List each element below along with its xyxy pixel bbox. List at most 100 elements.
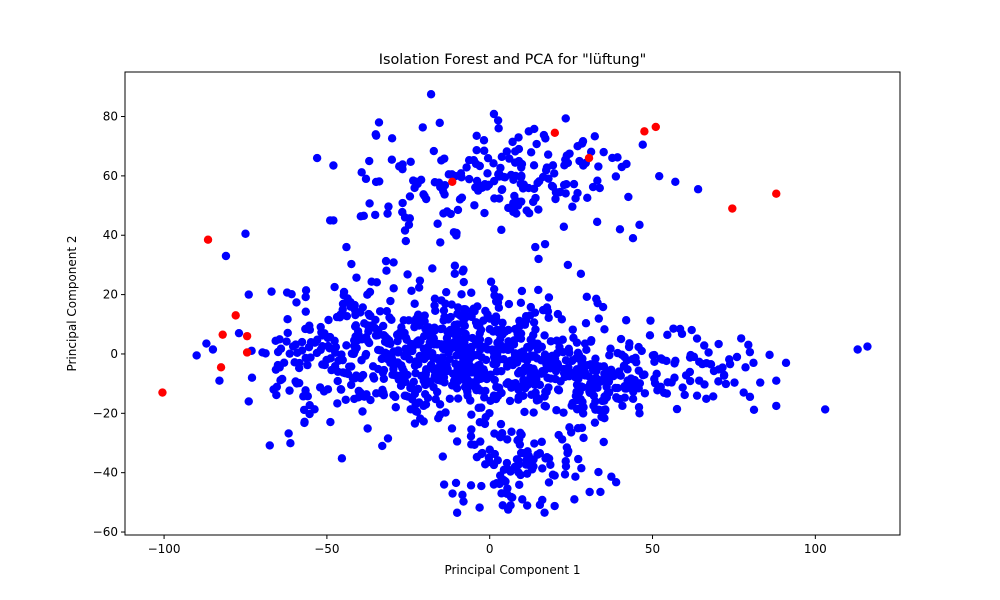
inlier-point — [357, 168, 366, 177]
inlier-point — [346, 302, 355, 311]
inlier-point — [443, 327, 452, 337]
inlier-point — [518, 495, 527, 504]
inlier-point — [543, 150, 553, 159]
inlier-point — [412, 317, 421, 326]
inlier-point — [511, 202, 520, 211]
inlier-point — [497, 185, 507, 194]
inlier-point — [517, 159, 527, 169]
inlier-point — [354, 393, 363, 402]
inlier-point — [581, 319, 591, 328]
inlier-point — [520, 407, 529, 417]
inlier-point — [564, 363, 573, 372]
inlier-point — [612, 393, 621, 402]
inlier-point — [285, 386, 294, 395]
y-tick-label: −20 — [93, 406, 118, 420]
inlier-point — [508, 493, 517, 502]
inlier-point — [574, 454, 583, 464]
inlier-point — [588, 365, 598, 375]
plot-frame — [124, 71, 901, 536]
inlier-point — [481, 460, 490, 469]
inlier-point — [389, 284, 398, 293]
inlier-point — [613, 153, 622, 162]
inlier-point — [305, 321, 314, 330]
inlier-point — [329, 216, 338, 225]
inlier-point — [275, 335, 284, 344]
inlier-point — [465, 361, 474, 370]
inlier-point — [561, 189, 570, 198]
inlier-point — [542, 360, 551, 369]
inlier-point — [591, 354, 600, 363]
inlier-point — [459, 497, 468, 506]
inlier-point — [570, 495, 579, 504]
inlier-point — [347, 362, 356, 371]
inlier-point — [441, 408, 450, 417]
inlier-point — [522, 501, 532, 510]
inlier-point — [603, 389, 612, 398]
inlier-point — [391, 392, 400, 402]
inlier-point — [693, 185, 703, 194]
inlier-point — [475, 503, 484, 512]
inlier-point — [622, 356, 632, 365]
inlier-point — [419, 354, 428, 363]
inlier-point — [745, 347, 755, 357]
inlier-point — [514, 392, 523, 402]
inlier-point — [580, 371, 590, 380]
inlier-point — [546, 460, 555, 469]
inlier-point — [493, 391, 503, 401]
inlier-point — [442, 207, 452, 216]
inlier-point — [438, 452, 448, 461]
x-axis-title: Principal Component 1 — [444, 563, 580, 577]
inlier-point — [765, 350, 774, 360]
inlier-point — [544, 293, 554, 302]
inlier-point — [292, 298, 301, 307]
inlier-point — [569, 179, 579, 189]
inlier-point — [663, 378, 672, 387]
inlier-point — [463, 346, 473, 356]
inlier-point — [529, 161, 539, 170]
inlier-point — [323, 385, 333, 394]
inlier-point — [559, 408, 568, 417]
inlier-point — [282, 337, 291, 346]
inlier-point — [529, 318, 539, 327]
inlier-point — [410, 419, 420, 428]
inlier-point — [315, 383, 325, 392]
inlier-point — [507, 427, 516, 436]
inlier-point — [484, 336, 493, 346]
inlier-point — [514, 133, 523, 142]
inlier-point — [292, 379, 301, 388]
inlier-point — [459, 314, 468, 323]
inlier-point — [551, 194, 560, 204]
inlier-point — [611, 172, 621, 181]
inlier-point — [397, 361, 406, 370]
inlier-point — [596, 487, 605, 497]
inlier-point — [650, 357, 659, 366]
inlier-point — [496, 419, 506, 429]
inlier-point — [408, 395, 417, 404]
inlier-point — [449, 228, 459, 237]
inlier-point — [532, 139, 541, 149]
inlier-point — [514, 144, 524, 154]
inlier-point — [341, 395, 350, 404]
inlier-point — [300, 418, 309, 428]
inlier-point — [342, 341, 351, 350]
inlier-point — [516, 334, 526, 343]
inlier-point — [434, 356, 444, 365]
outlier-point — [640, 127, 649, 136]
outlier-point — [216, 363, 226, 372]
inlier-point — [375, 307, 385, 316]
outlier-point — [203, 235, 213, 244]
inlier-point — [554, 430, 563, 440]
inlier-point — [439, 306, 449, 315]
inlier-point — [508, 137, 517, 147]
inlier-point — [421, 194, 431, 204]
inlier-point — [439, 480, 449, 489]
inlier-point — [598, 396, 607, 406]
inlier-point — [566, 428, 576, 437]
inlier-point — [572, 380, 582, 389]
inlier-point — [540, 239, 550, 249]
inlier-point — [564, 446, 573, 456]
inlier-point — [616, 334, 626, 344]
inlier-point — [532, 393, 542, 402]
inlier-point — [692, 391, 702, 400]
inlier-point — [467, 378, 477, 387]
